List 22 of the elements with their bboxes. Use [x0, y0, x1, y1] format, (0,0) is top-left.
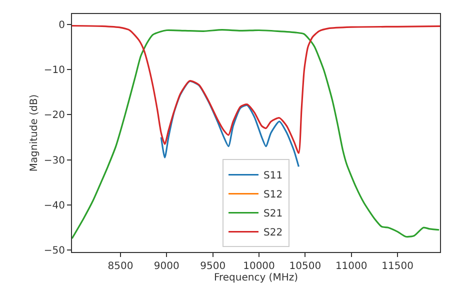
- line-series: [72, 24, 440, 154]
- x-axis-title: Frequency (MHz): [214, 272, 298, 284]
- x-tick-label: 11000: [335, 261, 368, 272]
- y-tick-label: −10: [44, 65, 65, 76]
- y-tick-label: −30: [44, 155, 65, 166]
- line-series: [72, 29, 440, 240]
- y-axis-title: Magnitude (dB): [28, 94, 40, 172]
- x-tick-label: 10500: [289, 261, 322, 272]
- x-tick-label: 9000: [154, 261, 180, 272]
- x-tick-label: 10000: [243, 261, 275, 272]
- legend-label: S22: [264, 228, 283, 239]
- legend-label: S12: [264, 190, 283, 201]
- line-series: [160, 80, 300, 168]
- y-tick-label: −50: [44, 246, 65, 257]
- x-tick-label: 11500: [382, 261, 414, 272]
- x-tick-label: 8500: [108, 261, 134, 272]
- x-tick-label: 9500: [200, 261, 226, 272]
- y-tick-label: −20: [44, 110, 65, 122]
- legend-label: S21: [264, 208, 283, 220]
- y-tick-label: −40: [44, 200, 65, 212]
- legend-label: S11: [264, 170, 283, 182]
- y-tick-label: 0: [58, 20, 65, 31]
